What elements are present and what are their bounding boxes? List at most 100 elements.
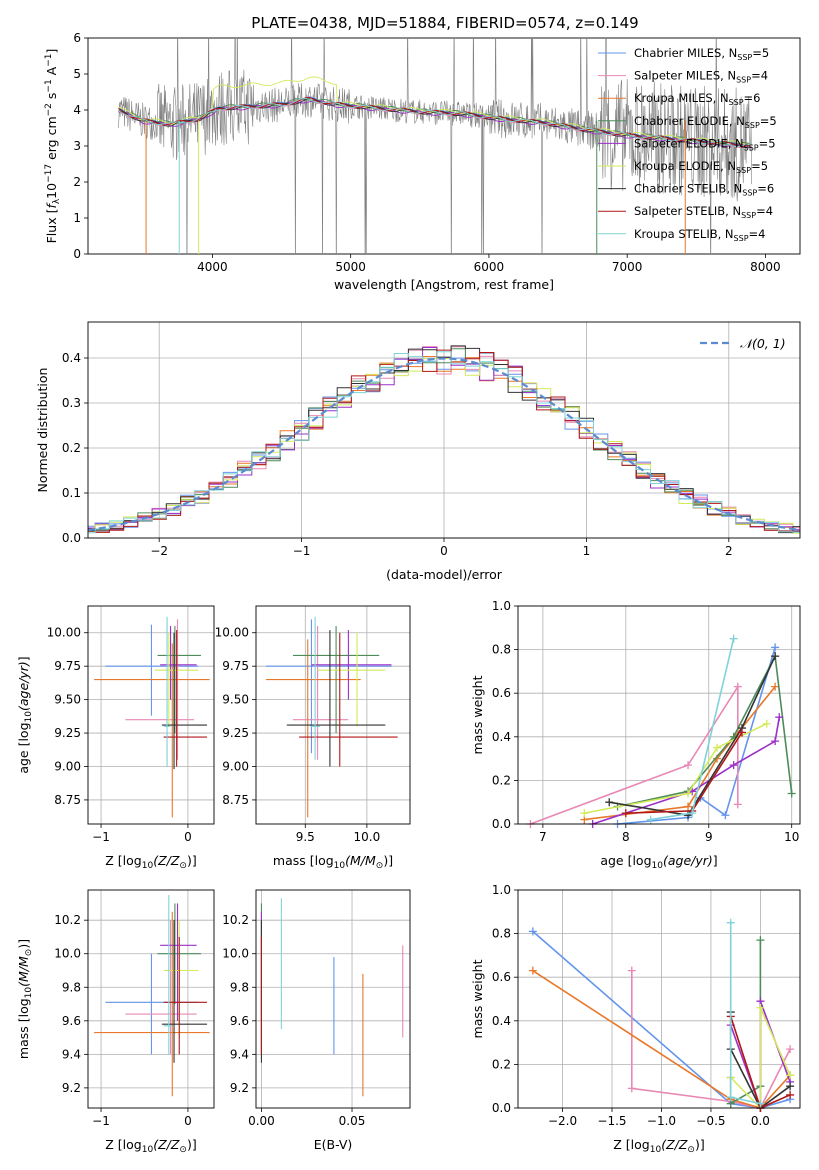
z-age-ytick-label: 8.75: [54, 793, 81, 807]
residuals-ytick-label: 0.2: [62, 441, 81, 455]
z-weight-xtick-label: −1.0: [647, 1114, 676, 1128]
age-weight-ytick-label: 0.8: [492, 643, 511, 657]
spectrum-xtick-label: 4000: [197, 260, 228, 274]
z-weight-marker: [786, 1090, 795, 1099]
mass-age-ytick-label: 9.25: [222, 726, 249, 740]
z-weight-marker: [786, 1071, 795, 1080]
age-weight-ytick-label: 1.0: [492, 599, 511, 613]
z-age-xtick-label: 0: [184, 830, 192, 844]
age-weight-marker: [771, 682, 780, 691]
z-age-ytick-label: 9.50: [54, 693, 81, 707]
age-weight-marker: [713, 743, 722, 752]
z-weight-marker: [786, 1045, 795, 1054]
residuals-ytick-label: 0.1: [62, 486, 81, 500]
z-mass-ytick-label: 9.8: [62, 980, 81, 994]
age-weight-marker: [621, 809, 630, 818]
metallicity-mass-panel: −1 0 9.2 9.4 9.6 9.8 10.0 10.2 Z [log10(Z/Z⊙)] ma…: [16, 889, 215, 1155]
normal-legend-label: 𝒩(0, 1): [740, 336, 786, 351]
z-weight-marker: [528, 927, 537, 936]
legend-entry-3: Kroupa MILES, NSSP=6: [634, 91, 760, 107]
residuals-xtick-label: −2: [150, 544, 168, 558]
z-mass-xlabel: Z [log10(Z/Z⊙)]: [105, 1137, 196, 1155]
z-mass-xtick-label: 0: [184, 1114, 192, 1128]
age-weight-marker: [771, 643, 780, 652]
ebv-mass-ytick-label: 9.2: [230, 1081, 249, 1095]
age-weight-xtick-label: 8: [622, 830, 630, 844]
residuals-xtick-label: −1: [293, 544, 311, 558]
age-weight-marker: [684, 811, 693, 820]
z-mass-frame: [87, 889, 215, 1109]
spectrum-ytick-label: 4: [73, 103, 81, 117]
z-age-ylabel: age [log10(age/yr)]: [16, 656, 34, 773]
z-weight-xtick-label: −1.5: [597, 1114, 626, 1128]
spectrum-ylabel: Flux [fλ10−17 erg cm−2 s−1 A−1]: [44, 49, 62, 244]
z-weight-ytick-label: 1.0: [492, 883, 511, 897]
age-weight-marker: [684, 789, 693, 798]
z-mass-ytick-label: 9.2: [62, 1081, 81, 1095]
residuals-xtick-label: 0: [440, 544, 448, 558]
age-weight-marker: [729, 761, 738, 770]
age-weight-series-5: [592, 717, 781, 825]
age-weight-xtick-label: 9: [705, 830, 713, 844]
age-weight-marker: [646, 815, 655, 824]
ebv-mass-ytick-label: 9.6: [230, 1014, 249, 1028]
legend-entry-7: Chabrier STELIB, NSSP=6: [634, 182, 774, 198]
z-age-xtick-label: −1: [92, 830, 110, 844]
age-weight-marker: [733, 800, 742, 809]
spectrum-ytick-label: 1: [73, 211, 81, 225]
age-weight-ytick-label: 0.2: [492, 773, 511, 787]
age-weight-ytick-label: 0.4: [492, 730, 511, 744]
ebv-mass-xtick-label: 0.00: [248, 1114, 275, 1128]
z-weight-ytick-label: 0.6: [492, 970, 511, 984]
z-mass-xtick-label: −1: [92, 1114, 110, 1128]
age-weight-marker: [684, 802, 693, 811]
z-weight-ytick-label: 0.8: [492, 927, 511, 941]
age-weight-series-3: [584, 686, 776, 821]
age-weight-marker: [771, 652, 780, 661]
residuals-frame: [87, 321, 801, 539]
ebv-mass-ytick-label: 9.4: [230, 1047, 249, 1061]
spectrum-panel: 4000 5000 6000 7000 8000 0 1 2 3 4 5 6 wavelength [A…: [44, 31, 801, 292]
age-weight-marker: [605, 798, 614, 807]
spectrum-xtick-label: 7000: [612, 260, 643, 274]
z-weight-marker: [756, 1003, 765, 1012]
z-weight-series-6: [730, 1007, 791, 1110]
z-age-ytick-label: 9.75: [54, 659, 81, 673]
mass-age-ytick-label: 9.50: [222, 693, 249, 707]
metallicity-mass-weight-panel: −2.0 −1.5 −1.0 −0.5 0.0 0.0 0.2 0.4 0.6 0.8 1.0 Z […: [470, 883, 801, 1155]
z-weight-xlabel: Z [log10(Z/Z⊙)]: [613, 1137, 704, 1155]
mass-age-xtick-label: 9.5: [296, 830, 315, 844]
spectrum-xtick-label: 5000: [335, 260, 366, 274]
age-weight-ytick-label: 0.0: [492, 817, 511, 831]
spectrum-model-line-5: [118, 100, 752, 149]
z-weight-marker: [726, 918, 735, 927]
residuals-xtick-label: 1: [583, 544, 591, 558]
residuals-xlabel: (data-model)/error: [386, 567, 503, 582]
spectrum-ytick-label: 2: [73, 175, 81, 189]
age-weight-series-7: [609, 655, 776, 817]
z-age-xlabel: Z [log10(Z/Z⊙)]: [105, 853, 196, 871]
z-age-ytick-label: 9.25: [54, 726, 81, 740]
z-age-ytick-label: 10.00: [47, 626, 81, 640]
z-weight-marker: [756, 936, 765, 945]
mass-age-ytick-label: 9.75: [222, 659, 249, 673]
residuals-xtick-label: 2: [725, 544, 733, 558]
z-weight-marker: [528, 966, 537, 975]
legend-entry-4: Chabrier ELODIE, NSSP=5: [634, 114, 777, 130]
residual-hist-8: [88, 349, 800, 533]
mass-age-ytick-label: 10.00: [215, 626, 249, 640]
z-age-frame: [87, 605, 215, 825]
spectrum-xtick-label: 6000: [474, 260, 505, 274]
z-weight-ytick-label: 0.2: [492, 1057, 511, 1071]
z-mass-ytick-label: 9.4: [62, 1047, 81, 1061]
z-weight-marker: [726, 1093, 735, 1102]
residuals-ytick-label: 0.3: [62, 396, 81, 410]
legend-entry-9: Kroupa STELIB, NSSP=4: [634, 227, 765, 243]
spectrum-ytick-label: 6: [73, 31, 81, 45]
z-weight-xtick-label: −2.0: [548, 1114, 577, 1128]
metallicity-age-panel: −1 0 8.75 9.00 9.25 9.50 9.75 10.00 Z [log10(Z/Z…: [16, 605, 215, 871]
mass-age-frame: [255, 605, 411, 825]
ebv-mass-xtick-label: 0.05: [339, 1114, 366, 1128]
ebv-mass-ytick-label: 9.8: [230, 980, 249, 994]
z-weight-series-9: [729, 922, 761, 1105]
